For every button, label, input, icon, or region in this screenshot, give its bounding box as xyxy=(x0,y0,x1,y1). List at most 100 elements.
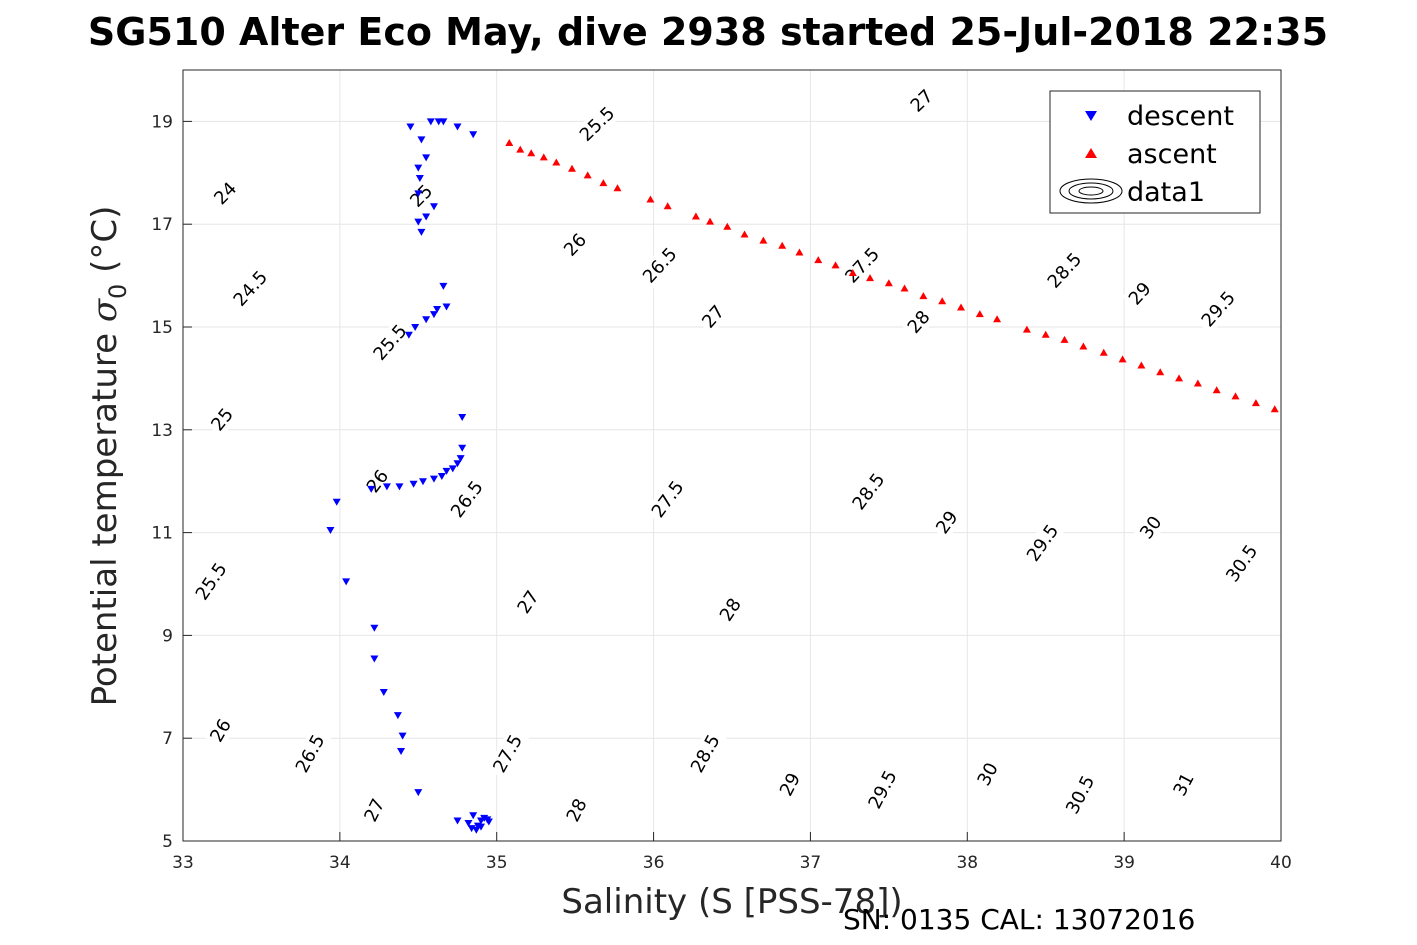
descent-point xyxy=(456,455,465,463)
descent-point xyxy=(422,213,431,221)
descent-point xyxy=(367,485,376,493)
ascent-point xyxy=(613,184,622,192)
descent-point xyxy=(404,331,413,339)
contour-label-group: 28 xyxy=(560,792,593,828)
ascent-point xyxy=(1022,325,1031,333)
x-axis: 33 34 35 36 37 38 39 40 xyxy=(172,832,1292,873)
contour-label: 25 xyxy=(207,404,238,435)
descent-point xyxy=(422,316,431,324)
contour-label-group: 25.5 xyxy=(366,317,415,368)
descent-point xyxy=(429,203,438,211)
contour-label-group: 30.5 xyxy=(1219,537,1265,590)
contour-label-group: 26 xyxy=(557,227,593,263)
ascent-point xyxy=(1212,386,1221,394)
descent-point xyxy=(414,789,423,797)
contour-label-bg xyxy=(360,463,395,500)
contour-label-bg xyxy=(1219,537,1265,590)
contour-label-bg xyxy=(901,304,937,340)
contour-label-group: 27 xyxy=(904,83,940,119)
descent-point xyxy=(332,498,341,506)
contour-label-group: 30 xyxy=(971,756,1004,792)
contour-label-bg xyxy=(207,175,244,212)
ascent-point xyxy=(866,274,875,282)
contour-label: 29 xyxy=(1125,278,1156,309)
descent-point xyxy=(426,118,435,126)
ascent-point xyxy=(505,138,514,146)
contour-label-bg xyxy=(904,83,940,119)
contour-label-group: 26.5 xyxy=(443,473,491,526)
descent-point xyxy=(477,823,486,831)
x-tick-label: 35 xyxy=(486,853,508,873)
contour-label-group: 25 xyxy=(204,401,240,438)
descent-point xyxy=(370,624,379,632)
x-tick-label: 33 xyxy=(172,853,194,873)
contour-label-bg xyxy=(1194,283,1243,335)
contour-label-bg xyxy=(572,99,622,149)
x-axis-label: Salinity (S [PSS-78]) xyxy=(561,882,902,922)
ascent-point xyxy=(1137,361,1146,369)
descent-point xyxy=(429,311,438,319)
x-tick-label: 40 xyxy=(1270,853,1292,873)
ascent-point xyxy=(706,217,715,225)
descent-point xyxy=(414,190,423,198)
contour-label-group: 27.5 xyxy=(486,727,529,780)
legend-contour-icon xyxy=(1059,178,1123,204)
contour-label: 26 xyxy=(206,716,236,746)
ascent-point xyxy=(1193,379,1202,387)
descent-point xyxy=(429,475,438,483)
descent-point xyxy=(472,826,481,834)
contour-label-bg xyxy=(288,727,332,780)
ascent-point xyxy=(599,179,608,187)
contour-label-bg xyxy=(366,317,415,368)
contour-label-bg xyxy=(1059,768,1102,822)
contour-label-bg xyxy=(443,473,491,526)
contour-label: 28 xyxy=(904,307,935,338)
contour-label-group: 27.5 xyxy=(837,240,887,291)
contour-label-bg xyxy=(204,712,238,749)
y-axis-label: Potential temperature σ0 (°C) xyxy=(85,206,132,707)
ascent-point xyxy=(1060,335,1069,343)
contour-label-bg xyxy=(684,727,727,780)
ascent-point xyxy=(1270,405,1279,413)
descent-point xyxy=(448,465,457,473)
ascent-point xyxy=(663,202,672,210)
contour-label: 29 xyxy=(932,507,962,538)
contour-label-group: 29 xyxy=(1122,275,1158,312)
contour-label-group: 28.5 xyxy=(684,727,727,780)
ascent-point xyxy=(723,222,732,230)
contour-label-group: 24 xyxy=(207,175,244,212)
contour-label: 31 xyxy=(1170,770,1199,800)
contour-label: 30.5 xyxy=(1062,772,1099,817)
contour-label-bg xyxy=(204,401,240,438)
descent-point xyxy=(414,164,423,172)
y-tick-label: 7 xyxy=(162,729,173,749)
contour-label-bg xyxy=(560,792,593,828)
descent-point xyxy=(379,688,388,696)
ascent-point xyxy=(516,145,525,153)
descent-point xyxy=(439,282,448,290)
contour-label-bg xyxy=(358,792,391,828)
contour-label-bg xyxy=(695,298,731,335)
x-tick-label: 38 xyxy=(956,853,978,873)
descent-point xyxy=(458,444,467,452)
descent-point xyxy=(326,527,335,535)
descent-point xyxy=(417,136,426,144)
ascent-point xyxy=(795,248,804,256)
descent-point xyxy=(395,483,404,491)
contour-label-bg xyxy=(188,555,234,608)
grid xyxy=(182,70,1282,842)
contour-label-group: 24.5 xyxy=(226,263,275,314)
contour-label-group: 26 xyxy=(360,463,395,500)
descent-point xyxy=(453,123,462,131)
contour-label-bg xyxy=(773,766,807,803)
x-tick-label: 37 xyxy=(800,853,822,873)
x-tick-label: 39 xyxy=(1113,853,1135,873)
contour-label-group: 29 xyxy=(773,766,807,803)
contour-label-group: 27.5 xyxy=(644,473,691,526)
contour-label-group: 29.5 xyxy=(861,763,904,816)
descent-point xyxy=(469,812,478,820)
y-tick-label: 17 xyxy=(151,215,173,235)
contour-label-group: 27 xyxy=(695,298,731,335)
descent-point xyxy=(411,324,420,331)
contour-label-group: 30 xyxy=(1133,509,1168,546)
